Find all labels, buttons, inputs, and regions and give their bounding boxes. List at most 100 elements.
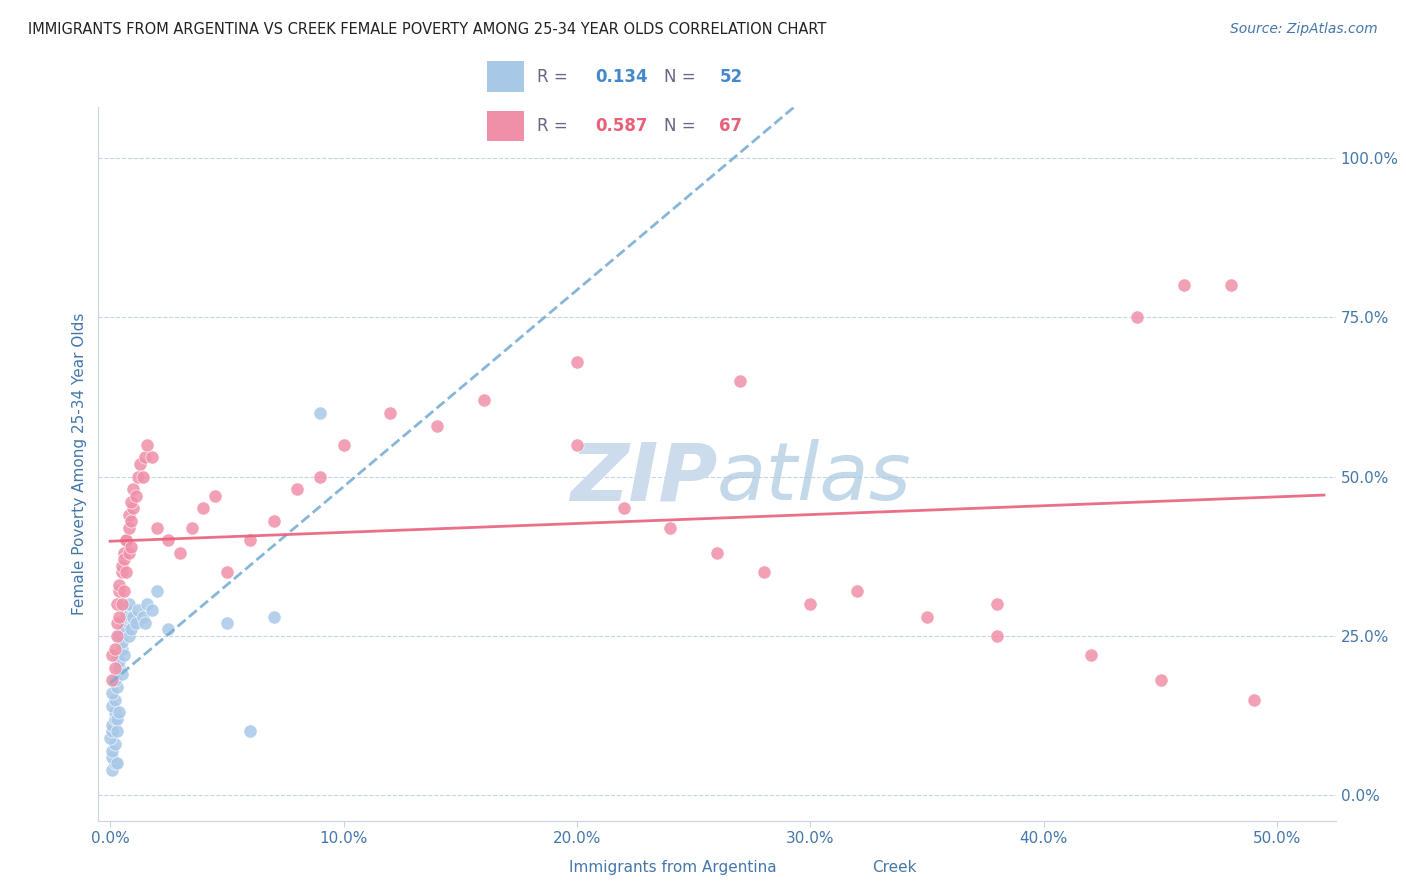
Point	[215, 616, 238, 631]
Point	[115, 565, 138, 579]
Point	[120, 623, 142, 637]
Point	[101, 743, 124, 757]
Text: IMMIGRANTS FROM ARGENTINA VS CREEK FEMALE POVERTY AMONG 25-34 YEAR OLDS CORRELAT: IMMIGRANTS FROM ARGENTINA VS CREEK FEMAL…	[28, 22, 827, 37]
Point	[120, 609, 142, 624]
Point	[118, 520, 141, 534]
FancyBboxPatch shape	[488, 111, 524, 141]
Point	[730, 374, 752, 388]
Point	[104, 712, 127, 726]
Point	[112, 584, 135, 599]
Point	[118, 546, 141, 560]
Point	[122, 501, 145, 516]
Point	[915, 609, 938, 624]
Point	[129, 457, 152, 471]
Point	[101, 763, 124, 777]
Point	[112, 623, 135, 637]
Point	[108, 661, 131, 675]
Point	[118, 508, 141, 522]
Point	[565, 355, 588, 369]
Point	[136, 597, 159, 611]
Point	[285, 483, 308, 497]
Text: N =: N =	[664, 68, 700, 86]
Point	[105, 712, 128, 726]
Point	[141, 603, 163, 617]
Point	[613, 501, 636, 516]
Point	[104, 706, 127, 720]
Point	[105, 680, 128, 694]
Point	[104, 641, 127, 656]
Text: N =: N =	[664, 117, 700, 135]
Point	[101, 698, 124, 713]
Point	[101, 686, 124, 700]
Point	[136, 438, 159, 452]
Point	[215, 565, 238, 579]
Point	[309, 406, 332, 420]
Point	[115, 609, 138, 624]
Point	[134, 450, 156, 465]
Point	[105, 756, 128, 771]
Text: Immigrants from Argentina: Immigrants from Argentina	[569, 860, 778, 874]
Point	[127, 603, 149, 617]
Text: ZIP: ZIP	[569, 439, 717, 517]
Point	[204, 489, 226, 503]
Point	[132, 609, 155, 624]
Point	[180, 520, 202, 534]
Point	[120, 495, 142, 509]
Point	[472, 393, 495, 408]
Point	[127, 469, 149, 483]
Text: 0.587: 0.587	[596, 117, 648, 135]
Y-axis label: Female Poverty Among 25-34 Year Olds: Female Poverty Among 25-34 Year Olds	[72, 313, 87, 615]
Point	[309, 469, 332, 483]
Point	[146, 520, 169, 534]
Point	[105, 597, 128, 611]
Point	[104, 692, 127, 706]
Text: atlas: atlas	[717, 439, 912, 517]
Point	[98, 731, 121, 745]
Point	[122, 609, 145, 624]
Point	[111, 565, 134, 579]
Point	[1243, 692, 1265, 706]
Point	[122, 616, 145, 631]
Point	[239, 533, 262, 548]
Point	[118, 616, 141, 631]
Point	[263, 514, 285, 528]
Point	[120, 514, 142, 528]
Point	[141, 450, 163, 465]
Text: 0.134: 0.134	[596, 68, 648, 86]
Point	[111, 635, 134, 649]
Point	[104, 661, 127, 675]
Point	[115, 533, 138, 548]
Point	[1126, 310, 1149, 325]
Point	[125, 616, 148, 631]
Point	[1173, 278, 1195, 293]
Point	[111, 616, 134, 631]
Point	[108, 578, 131, 592]
Point	[125, 489, 148, 503]
Point	[120, 540, 142, 554]
Point	[846, 584, 869, 599]
Point	[752, 565, 775, 579]
Point	[134, 616, 156, 631]
Point	[108, 584, 131, 599]
Point	[118, 597, 141, 611]
Point	[565, 438, 588, 452]
Point	[115, 603, 138, 617]
Point	[157, 623, 180, 637]
Point	[104, 756, 127, 771]
Point	[122, 483, 145, 497]
Point	[108, 629, 131, 643]
Point	[101, 724, 124, 739]
Text: Creek: Creek	[872, 860, 917, 874]
Point	[132, 469, 155, 483]
Point	[101, 750, 124, 764]
Text: Source: ZipAtlas.com: Source: ZipAtlas.com	[1230, 22, 1378, 37]
Point	[1219, 278, 1241, 293]
Text: R =: R =	[537, 117, 572, 135]
Point	[112, 623, 135, 637]
Point	[112, 546, 135, 560]
Point	[380, 406, 402, 420]
Point	[986, 597, 1008, 611]
Point	[111, 667, 134, 681]
Point	[101, 673, 124, 688]
Point	[263, 609, 285, 624]
